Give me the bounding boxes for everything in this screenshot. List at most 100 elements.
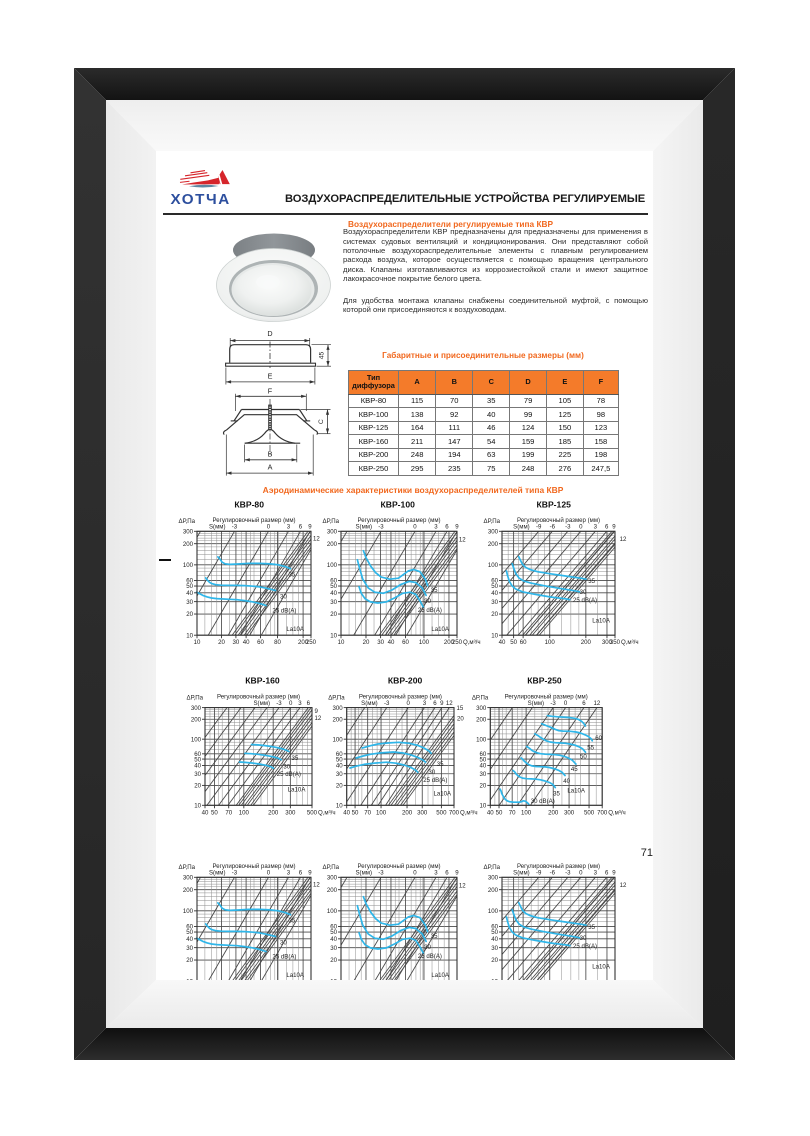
svg-text:100: 100 [327,908,338,915]
svg-text:200: 200 [183,887,194,894]
svg-text:35: 35 [289,918,296,925]
svg-text:Lа10A: Lа10A [286,972,305,979]
svg-text:30: 30 [580,589,587,596]
svg-text:Q,м³/ч: Q,м³/ч [621,985,639,992]
svg-text:-3: -3 [232,870,238,877]
svg-text:6: 6 [445,524,449,531]
svg-text:30: 30 [377,985,384,992]
svg-text:30: 30 [428,769,435,776]
svg-text:300: 300 [564,809,575,816]
svg-text:0: 0 [579,870,583,877]
svg-text:200: 200 [581,639,592,646]
svg-text:40: 40 [336,763,343,770]
svg-text:10: 10 [330,978,337,985]
svg-text:100: 100 [419,639,430,646]
svg-text:-6: -6 [550,524,556,531]
svg-text:3: 3 [298,700,302,707]
svg-text:Lа10A: Lа10A [288,786,307,793]
svg-text:200: 200 [327,541,338,548]
svg-text:10: 10 [194,639,201,646]
svg-text:50: 50 [336,756,343,763]
svg-text:20: 20 [186,957,193,964]
svg-text:300: 300 [488,875,499,882]
svg-text:30: 30 [194,771,201,778]
svg-text:20: 20 [491,611,498,618]
svg-text:S(мм): S(мм) [528,700,545,707]
svg-text:40: 40 [202,809,209,816]
svg-text:50: 50 [352,809,359,816]
svg-text:20: 20 [480,783,487,790]
svg-text:20: 20 [336,783,343,790]
svg-text:50: 50 [186,929,193,936]
svg-text:Q,м³/ч: Q,м³/ч [608,809,626,816]
svg-text:700: 700 [597,809,608,816]
svg-text:40: 40 [491,936,498,943]
svg-text:3: 3 [594,524,598,531]
svg-text:6: 6 [299,524,303,531]
svg-text:12: 12 [313,536,320,543]
svg-text:30: 30 [233,639,240,646]
svg-text:100: 100 [521,809,532,816]
svg-text:60: 60 [491,924,498,931]
svg-text:0: 0 [267,524,271,531]
svg-text:20: 20 [186,611,193,618]
svg-text:-3: -3 [378,870,384,877]
svg-text:100: 100 [545,639,556,646]
svg-text:30: 30 [480,771,487,778]
svg-text:-3: -3 [378,524,384,531]
svg-text:Q,м³/ч: Q,м³/ч [463,985,481,992]
svg-text:S(мм): S(мм) [355,524,372,531]
svg-text:35: 35 [553,791,560,798]
svg-text:300: 300 [333,705,344,712]
svg-text:30: 30 [330,945,337,952]
svg-text:6: 6 [445,870,449,877]
svg-text:ΔР,Па: ΔР,Па [472,694,489,701]
svg-text:50: 50 [480,756,487,763]
svg-text:200: 200 [327,887,338,894]
svg-text:Q,м³/ч: Q,м³/ч [621,639,639,646]
svg-text:60: 60 [330,578,337,585]
svg-text:250: 250 [452,985,463,992]
svg-text:30: 30 [491,945,498,952]
svg-text:10: 10 [338,985,345,992]
svg-text:25 dB(A): 25 dB(A) [272,608,296,615]
svg-text:30: 30 [424,944,431,951]
svg-text:20: 20 [330,611,337,618]
svg-text:Регулировочный размер (мм): Регулировочный размер (мм) [212,863,295,870]
svg-text:Регулировочный размер (мм): Регулировочный размер (мм) [357,517,440,524]
svg-text:9: 9 [440,700,444,707]
svg-text:35: 35 [431,587,438,594]
svg-text:20: 20 [218,985,225,992]
svg-text:20: 20 [457,715,464,722]
svg-text:-3: -3 [384,700,390,707]
svg-text:20: 20 [194,783,201,790]
svg-text:100: 100 [239,809,250,816]
svg-text:Lа10A: Lа10A [286,626,305,633]
svg-text:12: 12 [315,715,322,722]
svg-text:10: 10 [194,985,201,992]
svg-text:60: 60 [186,924,193,931]
svg-text:250: 250 [306,639,317,646]
svg-text:55: 55 [587,745,594,752]
svg-text:70: 70 [509,809,516,816]
svg-text:Регулировочный размер (мм): Регулировочный размер (мм) [212,517,295,524]
svg-text:ΔР,Па: ΔР,Па [179,518,196,525]
svg-text:10: 10 [186,632,193,639]
svg-text:40: 40 [491,590,498,597]
svg-text:200: 200 [548,809,559,816]
svg-text:45: 45 [571,766,578,773]
svg-text:9: 9 [612,524,616,531]
svg-text:40: 40 [563,778,570,785]
svg-text:60: 60 [186,578,193,585]
svg-text:40: 40 [480,763,487,770]
svg-text:30: 30 [580,935,587,942]
svg-text:3: 3 [434,870,438,877]
svg-text:9: 9 [612,870,616,877]
svg-text:40: 40 [243,639,250,646]
svg-text:6: 6 [582,700,586,707]
svg-text:КВР-200: КВР-200 [388,676,423,686]
svg-text:60: 60 [257,639,264,646]
svg-text:200: 200 [476,716,487,723]
svg-text:40: 40 [330,936,337,943]
svg-text:КВР-80: КВР-80 [234,499,264,509]
